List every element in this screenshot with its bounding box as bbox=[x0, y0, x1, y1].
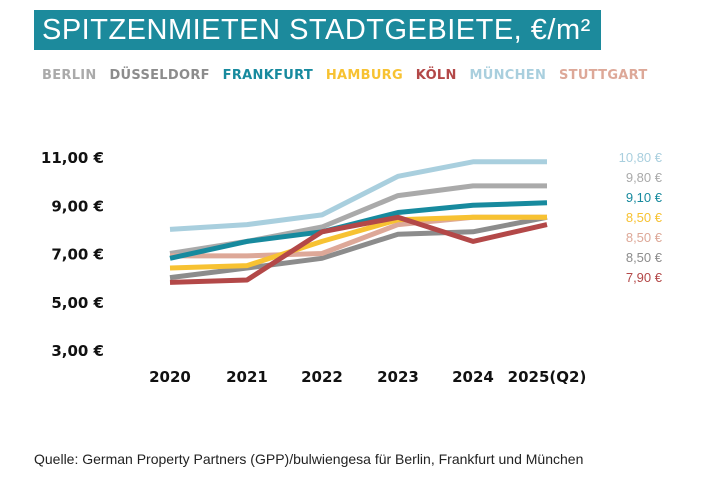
end-value-label: 9,10 € bbox=[626, 190, 663, 205]
y-tick-label: 7,00 € bbox=[51, 246, 104, 264]
chart-legend: BERLIN DÜSSELDORF FRANKFURT HAMBURG KÖLN… bbox=[42, 68, 656, 83]
series-line-münchen bbox=[169, 159, 547, 232]
end-value-label: 9,80 € bbox=[626, 170, 663, 185]
series-line-hamburg bbox=[169, 214, 547, 271]
end-value-label: 8,50 € bbox=[626, 250, 663, 265]
legend-duesseldorf: DÜSSELDORF bbox=[109, 68, 210, 83]
legend-frankfurt: FRANKFURT bbox=[222, 68, 313, 83]
legend-stuttgart: STUTTGART bbox=[559, 68, 648, 83]
y-tick-label: 11,00 € bbox=[41, 149, 104, 167]
series-line-düsseldorf bbox=[169, 214, 548, 281]
legend-koeln: KÖLN bbox=[415, 68, 457, 83]
legend-hamburg: HAMBURG bbox=[325, 68, 403, 83]
end-value-label: 8,50 € bbox=[626, 230, 663, 245]
y-tick-label: 9,00 € bbox=[51, 197, 104, 215]
end-value-label: 8,50 € bbox=[626, 210, 663, 225]
x-tick-label: 2020 bbox=[149, 368, 191, 386]
x-tick-label: 2025(Q2) bbox=[508, 368, 587, 386]
series-line-köln bbox=[169, 214, 548, 285]
x-tick-label: 2023 bbox=[377, 368, 419, 386]
y-tick-label: 3,00 € bbox=[51, 342, 104, 360]
end-value-label: 7,90 € bbox=[626, 270, 663, 285]
x-tick-label: 2022 bbox=[301, 368, 343, 386]
legend-berlin: BERLIN bbox=[42, 68, 97, 83]
end-value-label: 10,80 € bbox=[619, 150, 663, 165]
x-tick-label: 2021 bbox=[226, 368, 268, 386]
source-note: Quelle: German Property Partners (GPP)/b… bbox=[34, 451, 584, 467]
chart-title: SPITZENMIETEN STADTGEBIETE, €/m² bbox=[34, 10, 601, 50]
x-tick-label: 2024 bbox=[452, 368, 494, 386]
y-tick-label: 5,00 € bbox=[51, 294, 104, 312]
legend-muenchen: MÜNCHEN bbox=[469, 68, 547, 83]
